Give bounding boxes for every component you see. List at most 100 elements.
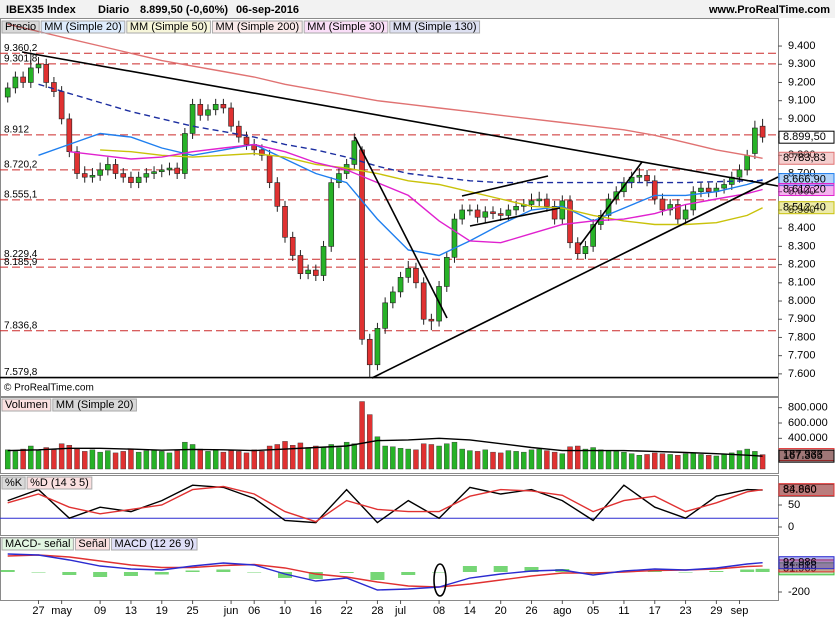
candle-body <box>744 155 750 171</box>
candle-body <box>189 104 196 134</box>
candle-body <box>574 242 581 254</box>
candle-body <box>513 206 519 211</box>
volume-frame <box>0 397 779 474</box>
x-tick-label: 10 <box>279 605 291 617</box>
volume-bar <box>420 443 427 470</box>
volume-bar <box>74 448 80 470</box>
x-tick-label: 06 <box>248 605 260 617</box>
legend-label: %K <box>5 477 23 489</box>
candle-body <box>305 269 311 275</box>
candle-body <box>567 200 573 244</box>
candle-body <box>382 302 388 329</box>
legend-box <box>1 476 26 490</box>
trend-line <box>21 51 779 187</box>
macd-histogram <box>185 570 200 572</box>
candle-body <box>328 182 335 247</box>
candle-body <box>274 182 281 207</box>
candle-body <box>497 213 504 216</box>
y-tick-label: 8.500 <box>788 204 816 216</box>
volume-bar <box>690 452 696 470</box>
channel-line <box>469 207 561 227</box>
candle-body <box>174 167 180 174</box>
trend-line <box>371 176 779 379</box>
volume-bar <box>397 448 404 470</box>
candle-body <box>651 180 658 200</box>
last-price: 8.899,50 (-0,60%) <box>140 4 228 16</box>
volume-bar <box>336 447 342 470</box>
period: Diario <box>98 4 129 16</box>
macd-histogram <box>462 566 477 572</box>
legend-label: MACD (12 26 9) <box>115 538 194 550</box>
legend-box <box>40 20 126 34</box>
volume-bar <box>405 448 411 470</box>
x-tick-label: 08 <box>433 605 445 617</box>
volume-bar <box>35 450 42 470</box>
volume-bar <box>590 447 596 470</box>
candle-body <box>659 198 666 211</box>
volume-bar <box>151 449 157 470</box>
volume-bar <box>390 446 396 470</box>
y-tick-label: 7.600 <box>788 368 816 380</box>
last-value-box <box>778 151 835 165</box>
candle-body <box>28 67 34 83</box>
volume-bar <box>413 449 419 470</box>
candle-body <box>266 155 273 183</box>
candle-body <box>336 173 342 183</box>
volume-bar <box>713 455 720 470</box>
candle-body <box>366 338 373 366</box>
candle-body <box>759 125 766 138</box>
candle-body <box>259 149 265 156</box>
candle-body <box>212 104 219 111</box>
macd-histogram <box>755 568 770 572</box>
volume-bar <box>251 449 257 470</box>
volume-bar <box>120 451 126 470</box>
volume-bar <box>228 450 234 470</box>
symbol: IBEX35 Index <box>6 4 77 16</box>
y-tick-label: 8.000 <box>788 295 816 307</box>
candle-body <box>459 209 465 220</box>
legend-box <box>389 20 481 34</box>
volume-bar <box>5 449 11 470</box>
volume-bar <box>467 450 473 470</box>
last-value-label: 8.783,83 <box>783 152 826 164</box>
y-tick-label: 0 <box>788 521 794 533</box>
candle-body <box>220 104 227 109</box>
volume-bar <box>128 448 134 470</box>
volume-bar <box>159 451 165 470</box>
y-tick-label: 9.200 <box>788 76 816 88</box>
macd-histogram <box>247 572 262 573</box>
candle-body <box>675 204 681 220</box>
macd-histogram <box>93 572 108 577</box>
volume-bar <box>51 449 57 470</box>
oscillator-line <box>7 484 763 524</box>
x-tick-label: 13 <box>125 605 137 617</box>
last-value-box <box>778 556 835 570</box>
candle-body <box>58 91 65 120</box>
volume-bar <box>189 444 196 470</box>
volume-bar <box>328 444 334 470</box>
macd-histogram <box>308 572 323 579</box>
candle-body <box>428 318 435 322</box>
moving-average <box>100 149 763 226</box>
volume-bar <box>559 453 566 470</box>
candle-body <box>205 109 211 116</box>
x-tick-label: 11 <box>618 605 629 617</box>
y-tick-label: 7.900 <box>788 313 816 325</box>
volume-bar <box>744 448 750 470</box>
volume-bar <box>721 453 727 470</box>
macd-line <box>7 554 763 588</box>
volume-bar <box>259 451 265 470</box>
price-level-label: 8.185,9 <box>4 257 38 268</box>
x-tick-label: 09 <box>94 605 106 617</box>
volume-bar <box>636 455 643 470</box>
y-tick-label: 9.300 <box>788 58 816 70</box>
volume-bar <box>66 445 73 470</box>
price-level-label: 9.360,2 <box>4 43 38 54</box>
candle-body <box>112 164 119 174</box>
x-tick-label: 19 <box>156 605 168 617</box>
site: www.ProRealTime.com <box>708 4 830 16</box>
legend-label: MM (Simple 20) <box>56 399 134 411</box>
price-level-label: 7.836,8 <box>4 320 38 331</box>
header-bar <box>0 0 835 18</box>
